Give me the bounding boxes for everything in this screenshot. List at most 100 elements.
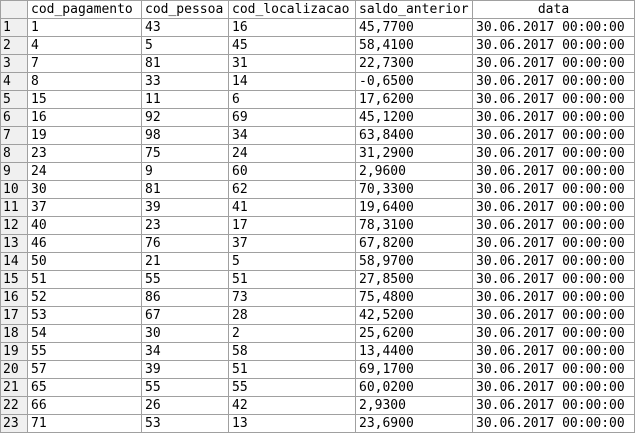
cell-data[interactable]: 30.06.2017 00:00:00 (472, 162, 635, 181)
row-number[interactable]: 6 (0, 108, 28, 127)
row-number[interactable]: 17 (0, 306, 28, 325)
cell-saldo-anterior[interactable]: 2,9600 (355, 162, 473, 181)
cell-cod-pagamento[interactable]: 23 (27, 144, 142, 163)
row-number[interactable]: 10 (0, 180, 28, 199)
cell-saldo-anterior[interactable]: 58,4100 (355, 36, 473, 55)
cell-data[interactable]: 30.06.2017 00:00:00 (472, 306, 635, 325)
table-row[interactable]: 1 1 43 16 45,7700 30.06.2017 00:00:00 (0, 18, 635, 37)
table-row[interactable]: 7 19 98 34 63,8400 30.06.2017 00:00:00 (0, 126, 635, 145)
table-row[interactable]: 23 71 53 13 23,6900 30.06.2017 00:00:00 (0, 414, 635, 433)
cell-cod-pessoa[interactable]: 55 (141, 378, 229, 397)
cell-data[interactable]: 30.06.2017 00:00:00 (472, 342, 635, 361)
cell-cod-localizacao[interactable]: 62 (228, 180, 356, 199)
cell-data[interactable]: 30.06.2017 00:00:00 (472, 72, 635, 91)
cell-saldo-anterior[interactable]: 42,5200 (355, 306, 473, 325)
cell-saldo-anterior[interactable]: -0,6500 (355, 72, 473, 91)
cell-data[interactable]: 30.06.2017 00:00:00 (472, 360, 635, 379)
cell-data[interactable]: 30.06.2017 00:00:00 (472, 144, 635, 163)
cell-cod-pagamento[interactable]: 65 (27, 378, 142, 397)
column-header-data[interactable]: data (472, 0, 635, 19)
cell-cod-localizacao[interactable]: 60 (228, 162, 356, 181)
cell-cod-pagamento[interactable]: 16 (27, 108, 142, 127)
cell-cod-pessoa[interactable]: 55 (141, 270, 229, 289)
cell-cod-pagamento[interactable]: 4 (27, 36, 142, 55)
cell-data[interactable]: 30.06.2017 00:00:00 (472, 36, 635, 55)
cell-data[interactable]: 30.06.2017 00:00:00 (472, 234, 635, 253)
cell-cod-pessoa[interactable]: 11 (141, 90, 229, 109)
row-number-header[interactable] (0, 0, 28, 19)
row-number[interactable]: 15 (0, 270, 28, 289)
cell-saldo-anterior[interactable]: 69,1700 (355, 360, 473, 379)
cell-cod-pessoa[interactable]: 53 (141, 414, 229, 433)
cell-cod-pessoa[interactable]: 92 (141, 108, 229, 127)
row-number[interactable]: 7 (0, 126, 28, 145)
row-number[interactable]: 8 (0, 144, 28, 163)
table-row[interactable]: 2 4 5 45 58,4100 30.06.2017 00:00:00 (0, 36, 635, 55)
table-row[interactable]: 17 53 67 28 42,5200 30.06.2017 00:00:00 (0, 306, 635, 325)
cell-data[interactable]: 30.06.2017 00:00:00 (472, 396, 635, 415)
cell-cod-pessoa[interactable]: 33 (141, 72, 229, 91)
cell-data[interactable]: 30.06.2017 00:00:00 (472, 270, 635, 289)
cell-saldo-anterior[interactable]: 60,0200 (355, 378, 473, 397)
table-row[interactable]: 11 37 39 41 19,6400 30.06.2017 00:00:00 (0, 198, 635, 217)
cell-cod-pagamento[interactable]: 66 (27, 396, 142, 415)
cell-data[interactable]: 30.06.2017 00:00:00 (472, 54, 635, 73)
cell-data[interactable]: 30.06.2017 00:00:00 (472, 216, 635, 235)
cell-cod-localizacao[interactable]: 37 (228, 234, 356, 253)
cell-cod-pessoa[interactable]: 23 (141, 216, 229, 235)
cell-saldo-anterior[interactable]: 78,3100 (355, 216, 473, 235)
table-row[interactable]: 14 50 21 5 58,9700 30.06.2017 00:00:00 (0, 252, 635, 271)
table-row[interactable]: 12 40 23 17 78,3100 30.06.2017 00:00:00 (0, 216, 635, 235)
row-number[interactable]: 2 (0, 36, 28, 55)
cell-cod-pagamento[interactable]: 53 (27, 306, 142, 325)
column-header-cod-pessoa[interactable]: cod_pessoa (141, 0, 229, 19)
cell-cod-localizacao[interactable]: 14 (228, 72, 356, 91)
cell-cod-pessoa[interactable]: 5 (141, 36, 229, 55)
cell-cod-localizacao[interactable]: 13 (228, 414, 356, 433)
table-row[interactable]: 22 66 26 42 2,9300 30.06.2017 00:00:00 (0, 396, 635, 415)
row-number[interactable]: 20 (0, 360, 28, 379)
cell-cod-localizacao[interactable]: 24 (228, 144, 356, 163)
column-header-cod-localizacao[interactable]: cod_localizacao (228, 0, 356, 19)
cell-data[interactable]: 30.06.2017 00:00:00 (472, 414, 635, 433)
cell-cod-pagamento[interactable]: 24 (27, 162, 142, 181)
cell-cod-pessoa[interactable]: 39 (141, 198, 229, 217)
row-number[interactable]: 11 (0, 198, 28, 217)
cell-cod-pagamento[interactable]: 50 (27, 252, 142, 271)
cell-cod-pessoa[interactable]: 43 (141, 18, 229, 37)
cell-saldo-anterior[interactable]: 67,8200 (355, 234, 473, 253)
cell-data[interactable]: 30.06.2017 00:00:00 (472, 90, 635, 109)
table-row[interactable]: 8 23 75 24 31,2900 30.06.2017 00:00:00 (0, 144, 635, 163)
cell-cod-pagamento[interactable]: 55 (27, 342, 142, 361)
cell-cod-pagamento[interactable]: 30 (27, 180, 142, 199)
cell-cod-localizacao[interactable]: 73 (228, 288, 356, 307)
cell-cod-localizacao[interactable]: 34 (228, 126, 356, 145)
table-row[interactable]: 4 8 33 14 -0,6500 30.06.2017 00:00:00 (0, 72, 635, 91)
table-row[interactable]: 13 46 76 37 67,8200 30.06.2017 00:00:00 (0, 234, 635, 253)
cell-cod-pagamento[interactable]: 52 (27, 288, 142, 307)
cell-cod-pagamento[interactable]: 7 (27, 54, 142, 73)
cell-cod-pagamento[interactable]: 46 (27, 234, 142, 253)
cell-cod-pessoa[interactable]: 86 (141, 288, 229, 307)
table-row[interactable]: 20 57 39 51 69,1700 30.06.2017 00:00:00 (0, 360, 635, 379)
cell-cod-pagamento[interactable]: 8 (27, 72, 142, 91)
cell-cod-localizacao[interactable]: 51 (228, 360, 356, 379)
cell-saldo-anterior[interactable]: 19,6400 (355, 198, 473, 217)
table-row[interactable]: 10 30 81 62 70,3300 30.06.2017 00:00:00 (0, 180, 635, 199)
row-number[interactable]: 5 (0, 90, 28, 109)
cell-cod-pagamento[interactable]: 51 (27, 270, 142, 289)
row-number[interactable]: 21 (0, 378, 28, 397)
cell-data[interactable]: 30.06.2017 00:00:00 (472, 126, 635, 145)
cell-data[interactable]: 30.06.2017 00:00:00 (472, 180, 635, 199)
cell-saldo-anterior[interactable]: 31,2900 (355, 144, 473, 163)
row-number[interactable]: 23 (0, 414, 28, 433)
cell-saldo-anterior[interactable]: 45,1200 (355, 108, 473, 127)
cell-saldo-anterior[interactable]: 63,8400 (355, 126, 473, 145)
cell-cod-pagamento[interactable]: 71 (27, 414, 142, 433)
row-number[interactable]: 14 (0, 252, 28, 271)
cell-cod-pessoa[interactable]: 9 (141, 162, 229, 181)
table-row[interactable]: 6 16 92 69 45,1200 30.06.2017 00:00:00 (0, 108, 635, 127)
cell-cod-pessoa[interactable]: 76 (141, 234, 229, 253)
cell-cod-localizacao[interactable]: 2 (228, 324, 356, 343)
cell-cod-localizacao[interactable]: 45 (228, 36, 356, 55)
